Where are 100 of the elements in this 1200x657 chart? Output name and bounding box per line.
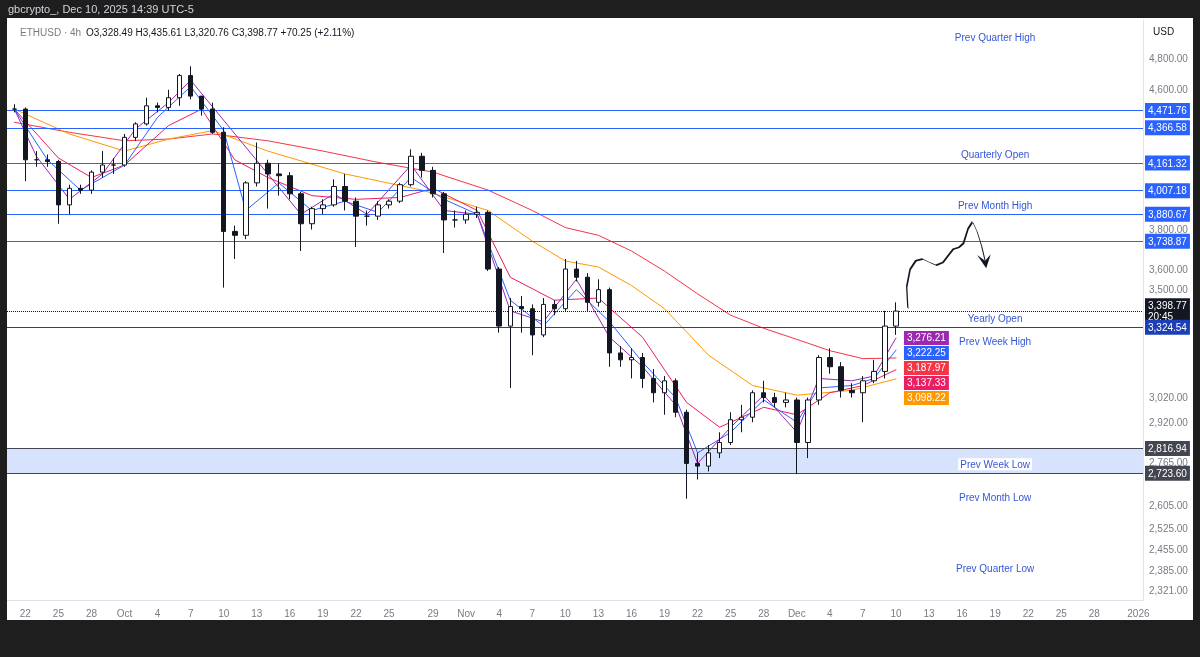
- x-tick-label: 19: [317, 607, 329, 619]
- candlestick: [706, 444, 711, 472]
- annotation: Prev Quarter Low: [955, 563, 1036, 575]
- data-label: 3,137.33: [906, 377, 947, 389]
- candlestick: [397, 182, 403, 204]
- candlestick: [419, 152, 425, 178]
- candlestick: [122, 133, 127, 168]
- y-tick-label: 2,385.00: [1149, 564, 1189, 576]
- candlestick: [67, 184, 72, 215]
- x-tick-label: 28: [1088, 607, 1101, 619]
- candlestick: [298, 191, 304, 252]
- y-axis-title: USD: [1153, 25, 1175, 37]
- candlestick: [309, 206, 315, 230]
- candlestick: [375, 200, 381, 221]
- candlestick: [860, 375, 866, 423]
- candlestick: [89, 169, 94, 195]
- y-tick-label: 2,920.00: [1149, 416, 1189, 428]
- candlestick: [827, 347, 833, 375]
- y-tick-label: 4,800.00: [1149, 53, 1189, 65]
- candlestick: [188, 65, 193, 100]
- candlestick: [408, 148, 414, 188]
- x-tick-label: 29: [427, 607, 440, 619]
- candlestick: [45, 154, 50, 168]
- candlestick: [684, 409, 689, 500]
- x-tick-label: 28: [85, 607, 98, 619]
- candlestick: [441, 191, 447, 254]
- candlestick: [133, 121, 138, 142]
- candlestick: [287, 171, 293, 200]
- x-tick-label: 19: [989, 607, 1002, 619]
- candlestick: [618, 345, 623, 368]
- candlestick: [871, 359, 877, 384]
- x-tick-label: Nov: [457, 607, 476, 619]
- candlestick: [232, 225, 238, 260]
- annotation: Prev Week High: [959, 336, 1032, 348]
- y-tick-label: 4,600.00: [1149, 84, 1189, 96]
- y-tick-label: 3,500.00: [1149, 284, 1189, 296]
- candlestick: [342, 173, 348, 211]
- annotation: Prev Week Low: [960, 458, 1031, 470]
- candlestick: [166, 89, 171, 112]
- x-tick-label: 13: [592, 607, 605, 619]
- candlestick: [717, 431, 722, 459]
- candlestick: [739, 404, 744, 433]
- data-label: 3,187.97: [906, 362, 947, 374]
- candlestick: [728, 411, 733, 446]
- x-tick-label: 19: [658, 607, 671, 619]
- y-tick-label: 2,455.00: [1149, 543, 1189, 555]
- candlestick: [430, 166, 436, 198]
- x-tick-label: 2026: [1127, 607, 1150, 619]
- candlestick: [783, 392, 789, 408]
- candlestick: [816, 354, 822, 406]
- data-label: 3,098.22: [906, 392, 947, 404]
- candlestick: [640, 352, 645, 389]
- ref-line-label: 3,880.67: [1148, 208, 1188, 220]
- text: gbcrypto_, Dec 10, 2025 14:39 UTC-5: [8, 2, 194, 17]
- candlestick: [695, 452, 700, 481]
- candlestick: [673, 377, 678, 418]
- x-tick-label: 22: [19, 607, 32, 619]
- candlestick: [364, 209, 370, 227]
- y-tick-label: 2,525.00: [1149, 523, 1189, 535]
- candlestick: [662, 375, 667, 416]
- candlestick: [574, 260, 579, 282]
- y-tick-label: 2,765.00: [1149, 456, 1189, 468]
- ref-line-label: 4,366.58: [1148, 122, 1188, 134]
- candlestick: [210, 102, 215, 135]
- x-tick-label: 13: [251, 607, 263, 619]
- x-tick-label: 4: [154, 607, 161, 619]
- candlestick: [386, 198, 392, 210]
- candlestick: [794, 397, 800, 475]
- x-tick-label: 28: [758, 607, 770, 619]
- ref-line-label: 4,007.18: [1148, 185, 1188, 197]
- candlestick: [155, 102, 160, 113]
- x-tick-label: 25: [52, 607, 65, 619]
- candlestick: [254, 141, 260, 188]
- x-tick-label: 22: [1022, 607, 1035, 619]
- ref-line-label: 4,161.32: [1148, 157, 1188, 169]
- data-label: 3,276.21: [906, 332, 947, 344]
- data-label: 3,222.25: [906, 347, 947, 359]
- y-tick-label: 2,605.00: [1149, 500, 1189, 512]
- x-tick-label: 16: [284, 607, 296, 619]
- ref-line-label: 3,398.77 20:45: [1148, 300, 1188, 323]
- x-tick-label: 25: [383, 607, 396, 619]
- candlestick: [485, 209, 491, 272]
- candlestick: [100, 150, 105, 178]
- candlestick: [243, 180, 249, 240]
- x-tick-label: 22: [350, 607, 362, 619]
- candlestick: [111, 157, 116, 175]
- y-tick-label: 2,321.00: [1149, 584, 1189, 596]
- candlestick: [474, 206, 480, 219]
- x-tick-label: 7: [187, 607, 194, 619]
- candlestick: [320, 198, 326, 215]
- annotation: Prev Month Low: [959, 491, 1033, 503]
- candlestick: [23, 106, 28, 182]
- candlestick: [78, 184, 83, 195]
- x-tick-label: 25: [1055, 607, 1068, 619]
- x-tick-label: Dec: [787, 607, 806, 619]
- x-tick-label: Oct: [116, 607, 133, 619]
- candlestick: [265, 159, 271, 210]
- x-tick-label: 7: [860, 607, 867, 619]
- candlestick: [463, 209, 469, 225]
- candlestick: [331, 178, 337, 208]
